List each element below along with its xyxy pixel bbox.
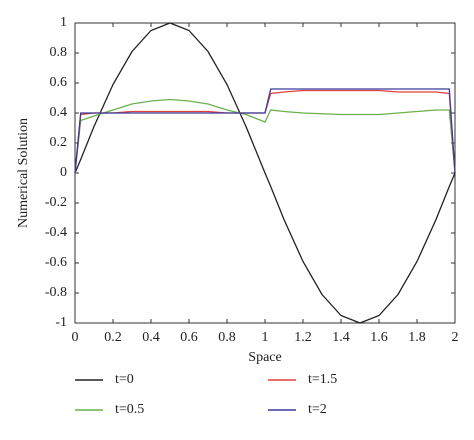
x-tick-label: 0.6	[180, 330, 198, 345]
y-tick-label: -0.8	[45, 285, 67, 300]
y-axis-label: Numerical Solution	[16, 118, 31, 228]
series-line	[74, 98, 456, 174]
y-tick-label: 1	[60, 15, 67, 30]
y-tick-label: 0.2	[50, 135, 68, 150]
x-tick-label: 1.4	[332, 330, 350, 345]
x-tick-label: 1.2	[294, 330, 312, 345]
x-tick-label: 0.2	[104, 330, 122, 345]
x-tick-label: 0.8	[218, 330, 236, 345]
y-tick-label: 0.8	[50, 45, 68, 60]
y-tick-label: 0.4	[50, 105, 68, 120]
x-tick-label: 0	[72, 330, 79, 345]
y-tick-label: -1	[55, 315, 67, 330]
y-tick-label: 0	[60, 165, 67, 180]
series-line	[74, 88, 456, 174]
legend-label: t=2	[308, 402, 327, 417]
legend-label: t=0.5	[115, 402, 144, 417]
y-tick-label: 0.6	[50, 75, 68, 90]
x-tick-label: 1.8	[408, 330, 426, 345]
y-tick-label: -0.6	[45, 255, 67, 270]
x-tick-label: 1	[262, 330, 269, 345]
x-tick-label: 0.4	[142, 330, 160, 345]
series-line	[74, 89, 456, 174]
x-axis-label: Space	[248, 350, 281, 365]
x-tick-label: 2	[452, 330, 459, 345]
legend-label: t=0	[115, 372, 134, 387]
x-tick-label: 1.6	[370, 330, 388, 345]
y-tick-label: -0.2	[45, 195, 67, 210]
series-line	[74, 22, 456, 324]
legend-label: t=1.5	[308, 372, 337, 387]
y-tick-label: -0.4	[45, 225, 67, 240]
